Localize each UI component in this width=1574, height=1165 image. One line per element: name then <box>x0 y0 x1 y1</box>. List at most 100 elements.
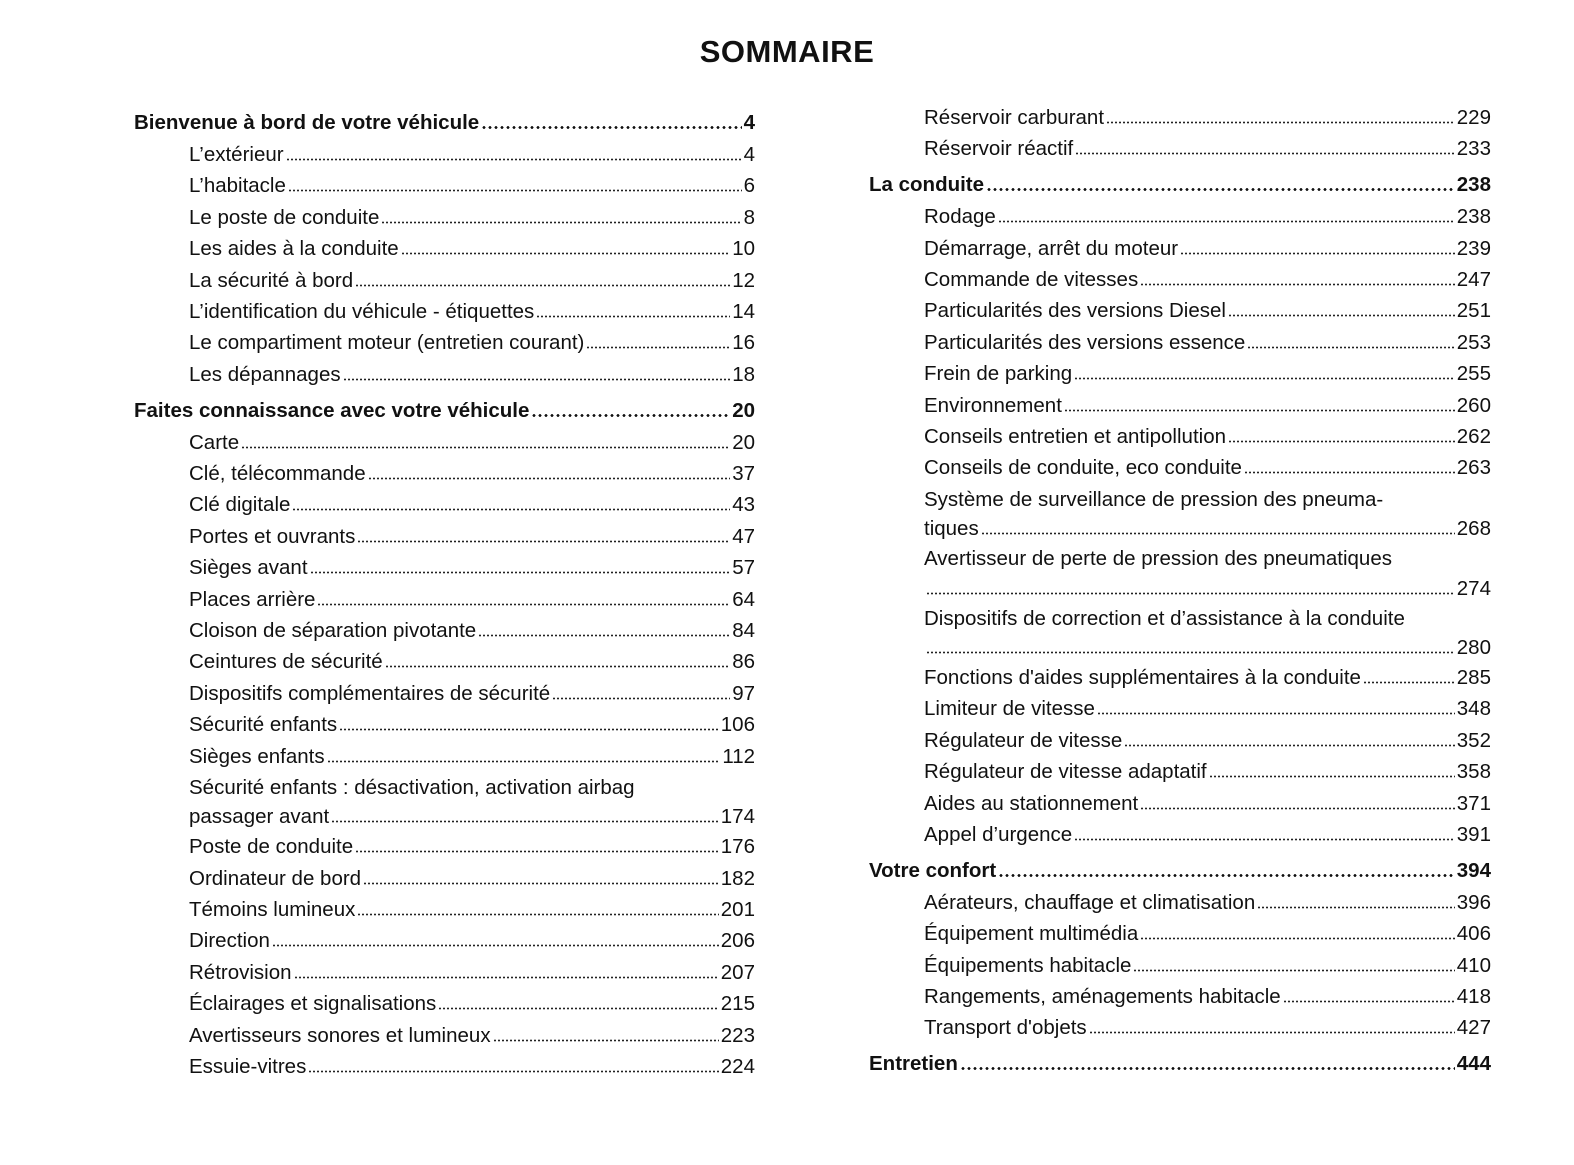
toc-entry[interactable]: Transport d'objets 427 <box>869 1012 1491 1043</box>
dot-leader <box>1140 283 1455 287</box>
toc-entry-first-line[interactable]: Sécurité enfants : désactivation, activa… <box>134 772 755 803</box>
toc-entry[interactable]: Conseils de conduite, eco conduite 263 <box>869 452 1491 483</box>
toc-entry[interactable]: Sièges enfants 112 <box>134 741 755 772</box>
toc-page-number: 12 <box>732 268 755 292</box>
dot-leader <box>292 508 731 512</box>
toc-entry[interactable]: Le poste de conduite 8 <box>134 202 755 233</box>
toc-entry[interactable]: Carte 20 <box>134 427 755 458</box>
toc-entry[interactable]: Sièges avant 57 <box>134 552 755 583</box>
toc-entry[interactable]: L’identification du véhicule - étiquette… <box>134 296 755 327</box>
toc-entry[interactable]: Réservoir carburant 229 <box>869 102 1491 133</box>
dot-leader <box>309 571 731 575</box>
toc-entry-label: Avertisseurs sonores et lumineux <box>189 1023 491 1047</box>
toc-entry-label: Dispositifs de correction et d’assistanc… <box>924 606 1405 630</box>
toc-entry-label: Aérateurs, chauffage et climatisation <box>924 890 1256 914</box>
toc-entry[interactable]: Équipements habitacle 410 <box>869 950 1491 981</box>
dot-leader <box>481 126 742 129</box>
toc-entry[interactable]: Régulateur de vitesse 352 <box>869 725 1491 756</box>
toc-entry[interactable]: Frein de parking 255 <box>869 358 1491 389</box>
toc-entry-label: Environnement <box>924 393 1062 417</box>
toc-page-number: 238 <box>1456 205 1491 229</box>
toc-entry[interactable]: Appel d’urgence 391 <box>869 819 1491 850</box>
toc-entry[interactable]: Portes et ouvrants 47 <box>134 521 755 552</box>
toc-entry[interactable]: Essuie-vitres 224 <box>134 1051 755 1082</box>
toc-entry[interactable]: Équipement multimédia 406 <box>869 918 1491 949</box>
toc-entry-first-line[interactable]: Avertisseur de perte de pression des pne… <box>869 543 1491 574</box>
toc-entry[interactable]: Le compartiment moteur (entretien couran… <box>134 327 755 358</box>
toc-entry[interactable]: Particularités des versions essence 253 <box>869 327 1491 358</box>
toc-entry[interactable]: Poste de conduite 176 <box>134 831 755 862</box>
toc-section-label: Faites connaissance avec votre véhicule <box>134 398 530 422</box>
toc-entry[interactable]: Éclairages et signalisations 215 <box>134 988 755 1019</box>
toc-entry-label: Particularités des versions essence <box>924 330 1246 354</box>
toc-page-number: 201 <box>720 898 755 922</box>
toc-entry-label: Les dépannages <box>189 362 341 386</box>
toc-entry[interactable]: Rangements, aménagements habitacle 418 <box>869 981 1491 1012</box>
toc-entry[interactable]: Commande de vitesses 247 <box>869 264 1491 295</box>
toc-entry-label: Le compartiment moteur (entretien couran… <box>189 331 585 355</box>
toc-entry[interactable]: Témoins lumineux 201 <box>134 894 755 925</box>
toc-entry[interactable]: Ceintures de sécurité 86 <box>134 646 755 677</box>
toc-entry[interactable]: tiques 268 <box>869 515 1491 543</box>
toc-page-number: 352 <box>1456 728 1491 752</box>
toc-entry[interactable]: Cloison de séparation pivotante 84 <box>134 615 755 646</box>
toc-entry[interactable]: Aérateurs, chauffage et climatisation 396 <box>869 887 1491 918</box>
toc-entry[interactable]: Direction 206 <box>134 925 755 956</box>
page-title: SOMMAIRE <box>699 34 875 69</box>
toc-entry[interactable]: Environnement 260 <box>869 390 1491 421</box>
toc-entry[interactable]: Réservoir réactif 233 <box>869 133 1491 164</box>
toc-section[interactable]: Votre confort 394 <box>869 855 1491 887</box>
toc-entry[interactable]: Avertisseurs sonores et lumineux 223 <box>134 1020 755 1051</box>
toc-entry-label: Le poste de conduite <box>189 205 380 229</box>
dot-leader <box>271 944 719 948</box>
toc-entry[interactable]: Clé digitale 43 <box>134 489 755 520</box>
toc-entry[interactable]: Les aides à la conduite 10 <box>134 233 755 264</box>
toc-entry[interactable]: Particularités des versions Diesel 251 <box>869 295 1491 326</box>
toc-page-number: 394 <box>1456 858 1491 882</box>
dot-leader <box>536 314 731 318</box>
toc-entry[interactable]: Clé, télécommande 37 <box>134 458 755 489</box>
toc-entry-label: Témoins lumineux <box>189 898 356 922</box>
toc-entry[interactable]: Ordinateur de bord 182 <box>134 863 755 894</box>
toc-entry-label: Transport d'objets <box>924 1016 1087 1040</box>
toc-section[interactable]: Faites connaissance avec votre véhicule 2… <box>134 395 755 427</box>
toc-entry[interactable]: Sécurité enfants 106 <box>134 709 755 740</box>
dot-leader <box>363 881 719 885</box>
dot-leader <box>285 158 742 161</box>
toc-entry[interactable]: Régulateur de vitesse adaptatif 358 <box>869 756 1491 787</box>
toc-page-number: 37 <box>732 462 755 486</box>
toc-entry[interactable]: 280 <box>869 634 1491 662</box>
toc-entry-label: Rétrovision <box>189 960 292 984</box>
toc-page-number: 4 <box>743 111 755 134</box>
toc-entry[interactable]: Les dépannages 18 <box>134 359 755 390</box>
toc-page-number: 410 <box>1456 953 1491 977</box>
toc-entry[interactable]: Aides au stationnement 371 <box>869 788 1491 819</box>
toc-entry[interactable]: L’habitacle 6 <box>134 170 755 201</box>
toc-entry[interactable]: L’extérieur 4 <box>134 139 755 170</box>
dot-leader <box>1243 471 1455 475</box>
toc-entry[interactable]: Démarrage, arrêt du moteur 239 <box>869 233 1491 264</box>
toc-section[interactable]: Bienvenue à bord de votre véhicule 4 <box>134 107 755 139</box>
toc-entry-label: Rodage <box>924 205 996 229</box>
toc-entry[interactable]: 274 <box>869 575 1491 603</box>
toc-entry[interactable]: Fonctions d'aides supplémentaires à la c… <box>869 662 1491 693</box>
toc-entry[interactable]: Rodage 238 <box>869 201 1491 232</box>
toc-section-label: La conduite <box>869 173 985 197</box>
toc-entry[interactable]: Places arrière 64 <box>134 584 755 615</box>
toc-page-number: 263 <box>1456 456 1491 480</box>
toc-page-number: 20 <box>732 398 755 422</box>
toc-entry[interactable]: passager avant 174 <box>134 803 755 831</box>
toc-entry[interactable]: Rétrovision 207 <box>134 957 755 988</box>
dot-leader <box>986 188 1455 192</box>
toc-section[interactable]: Entretien 444 <box>869 1048 1491 1080</box>
toc-entry[interactable]: La sécurité à bord 12 <box>134 265 755 296</box>
toc-page-number: 174 <box>720 805 755 829</box>
toc-entry[interactable]: Conseils entretien et antipollution 262 <box>869 421 1491 452</box>
toc-entry-label: Clé digitale <box>189 493 291 517</box>
toc-entry[interactable]: Limiteur de vitesse 348 <box>869 693 1491 724</box>
toc-entry-first-line[interactable]: Système de surveillance de pression des … <box>869 484 1491 515</box>
toc-entry[interactable]: Dispositifs complémentaires de sécurité 9… <box>134 678 755 709</box>
toc-entry-first-line[interactable]: Dispositifs de correction et d’assistanc… <box>869 603 1491 634</box>
dot-leader <box>586 346 731 350</box>
toc-section[interactable]: La conduite 238 <box>869 169 1491 201</box>
